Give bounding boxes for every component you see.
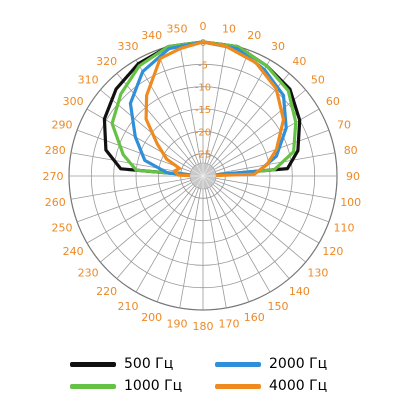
grid-spoke: [202, 175, 250, 303]
grid-spoke: [202, 89, 306, 177]
angle-tick-label: 140: [289, 285, 310, 298]
angle-tick-label: 330: [118, 40, 139, 53]
grid-spoke: [86, 175, 204, 244]
legend-label-4000: 4000 Гц: [269, 378, 328, 394]
radial-tick-label: -10: [195, 83, 211, 94]
legend-swatch-2000: [215, 361, 261, 367]
center-hub-spoke: [196, 175, 204, 188]
legend-label-500: 500 Гц: [124, 356, 174, 372]
center-hub-spoke: [202, 175, 215, 183]
angle-tick-label: 180: [193, 320, 214, 333]
grid-spoke: [202, 175, 320, 244]
legend-item-1000: 1000 Гц: [70, 378, 182, 394]
grid-spoke: [86, 108, 204, 177]
angle-tick-label: 200: [141, 311, 162, 324]
grid-spoke: [76, 129, 204, 177]
grid-spoke: [202, 175, 271, 293]
grid-spoke: [179, 43, 204, 177]
angle-tick-label: 230: [78, 266, 99, 279]
center-hub-spoke: [196, 164, 204, 177]
angle-tick-label: 90: [346, 170, 360, 183]
grid-spoke: [202, 73, 290, 177]
angle-tick-label: 150: [268, 300, 289, 313]
series-lines: [102, 40, 302, 178]
grid-spoke: [202, 175, 306, 263]
angle-tick-label: 40: [292, 55, 306, 68]
legend-label-1000: 1000 Гц: [124, 378, 183, 394]
center-hub-spoke: [191, 169, 204, 177]
angle-tick-label: 220: [96, 285, 117, 298]
angle-tick-label: 120: [322, 245, 343, 258]
grid-spoke: [116, 175, 204, 279]
grid-spoke: [202, 175, 227, 309]
grid-spoke: [135, 59, 204, 177]
angle-tick-label: 160: [244, 311, 265, 324]
grid-spoke: [202, 175, 290, 279]
angle-tick-label: 300: [63, 95, 84, 108]
radial-tick-label: -20: [195, 127, 211, 138]
legend-label-2000: 2000 Гц: [269, 356, 328, 372]
legend-item-500: 500 Гц: [70, 356, 173, 372]
legend-swatch-4000: [215, 383, 261, 389]
legend-swatch-500: [70, 361, 116, 367]
angle-tick-label: 50: [311, 74, 325, 87]
grid-spoke: [156, 175, 204, 303]
grid-spoke: [202, 129, 330, 177]
angle-tick-label: 320: [96, 55, 117, 68]
legend-item-2000: 2000 Гц: [215, 356, 327, 372]
grid-spoke: [179, 175, 204, 309]
center-hub-spoke: [191, 175, 204, 183]
angle-tick-label: 310: [78, 74, 99, 87]
series-line-3: [144, 40, 286, 178]
legend-item-4000: 4000 Гц: [215, 378, 327, 394]
center-hub-spoke: [202, 164, 210, 177]
legend-swatch-1000: [70, 383, 116, 389]
radial-tick-label: -25: [195, 150, 211, 161]
grid-spoke: [70, 152, 204, 177]
angle-tick-label: 110: [334, 221, 355, 234]
angle-tick-label: 270: [43, 170, 64, 183]
legend: 500 Гц 2000 Гц 1000 Гц 4000 Гц: [0, 348, 400, 400]
angle-tick-label: 290: [52, 119, 73, 132]
center-hub-spoke: [202, 169, 215, 177]
angle-tick-label: 190: [167, 318, 188, 331]
grid-spoke: [100, 175, 204, 263]
angle-tick-label: 210: [118, 300, 139, 313]
angle-tick-label: 30: [271, 40, 285, 53]
radial-tick-label: -5: [198, 60, 208, 71]
center-hub: [189, 162, 217, 190]
angle-tick-label: 280: [45, 144, 66, 157]
angle-tick-label: 340: [141, 29, 162, 42]
angle-tick-label: 250: [52, 221, 73, 234]
angle-tick-label: 20: [247, 29, 261, 42]
angle-tick-label: 100: [340, 196, 361, 209]
grid-spoke: [202, 59, 271, 177]
grid-spoke: [202, 175, 336, 200]
angle-tick-label: 240: [63, 245, 84, 258]
angle-tick-label: 170: [219, 318, 240, 331]
grid-spoke: [156, 49, 204, 177]
grid-spoke: [70, 175, 204, 200]
grid-spoke: [135, 175, 204, 293]
grid-spoke: [76, 175, 204, 223]
grid-spoke: [202, 49, 250, 177]
grid-spoke: [116, 73, 204, 177]
angle-tick-label: 130: [307, 266, 328, 279]
angle-tick-label: 0: [200, 20, 207, 33]
angle-tick-label: 80: [344, 144, 358, 157]
polar-grid: [68, 41, 338, 311]
grid-spoke: [202, 43, 227, 177]
grid-spoke: [202, 175, 330, 223]
angle-tick-label: 60: [326, 95, 340, 108]
radial-tick-label: -15: [195, 105, 211, 116]
angle-tick-label: 260: [45, 196, 66, 209]
angle-tick-label: 350: [167, 22, 188, 35]
center-hub-spoke: [202, 175, 210, 188]
angle-tick-label: 70: [337, 119, 351, 132]
angle-tick-label: 10: [222, 22, 236, 35]
